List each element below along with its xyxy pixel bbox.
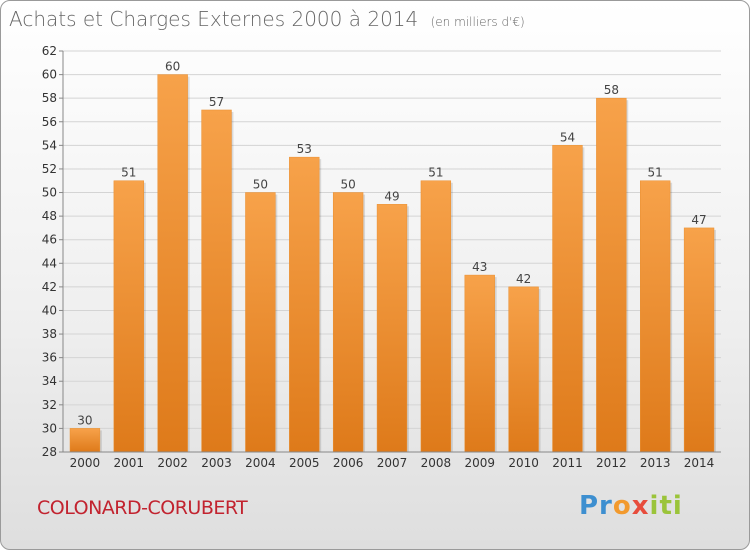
bar-value-label: 57	[209, 95, 224, 109]
y-tick-label: 38	[42, 327, 57, 341]
bar-value-label: 43	[472, 260, 487, 274]
bar-value-label: 47	[691, 213, 706, 227]
x-tick-label: 2001	[114, 456, 145, 470]
y-tick-label: 56	[42, 115, 57, 129]
y-tick-label: 58	[42, 91, 57, 105]
chart-title: Achats et Charges Externes 2000 à 2014	[9, 7, 419, 31]
x-axis: 2000 2001 2002 2003 2004 2005 2006 2007 2008 2009…	[63, 451, 721, 470]
y-tick-label: 28	[42, 445, 57, 459]
x-tick-label: 2012	[596, 456, 627, 470]
y-tick-label: 32	[42, 398, 57, 412]
chart-unit: (en milliers d'€)	[430, 15, 525, 29]
bar	[683, 227, 715, 453]
bar	[420, 180, 452, 453]
bar	[640, 180, 671, 453]
y-tick-label: 48	[42, 209, 57, 223]
bar	[157, 74, 188, 453]
y-tick-label: 44	[42, 256, 57, 270]
bar	[464, 274, 495, 453]
bar-value-label: 58	[604, 83, 619, 97]
x-tick-label: 2006	[333, 456, 364, 470]
y-tick-label: 42	[42, 280, 57, 294]
bar-value-label: 54	[560, 130, 575, 144]
x-tick-label: 2008	[421, 456, 452, 470]
bar-value-label: 50	[253, 178, 268, 192]
bar	[201, 109, 232, 453]
bar	[376, 204, 408, 453]
bar-value-label: 60	[165, 60, 180, 74]
bar	[113, 180, 144, 453]
bar-value-label: 42	[516, 272, 531, 286]
bar	[69, 428, 101, 453]
chart-title-block: Achats et Charges Externes 2000 à 2014 (…	[9, 7, 525, 31]
y-tick-label: 62	[42, 44, 57, 58]
bar-value-label: 50	[340, 178, 355, 192]
x-tick-label: 2010	[508, 456, 539, 470]
x-tick-label: 2007	[377, 456, 408, 470]
y-axis: 28 30 32 34 36 38 40 42 44 46 48 50 52 54 56 58 60 62	[42, 44, 64, 459]
bar-value-label: 49	[384, 189, 399, 203]
proxiti-logo[interactable]: Proxiti	[579, 491, 683, 521]
bar	[332, 192, 364, 453]
bar-value-label: 51	[428, 166, 443, 180]
bar	[552, 145, 583, 453]
bar	[245, 192, 276, 453]
x-tick-label: 2000	[70, 456, 101, 470]
y-tick-label: 30	[42, 421, 57, 435]
y-tick-label: 40	[42, 303, 57, 317]
x-tick-label: 2002	[157, 456, 188, 470]
y-tick-label: 50	[42, 186, 57, 200]
y-tick-label: 34	[42, 374, 57, 388]
y-tick-label: 54	[42, 138, 57, 152]
bar-value-label: 51	[648, 166, 663, 180]
commune-name: COLONARD-CORUBERT	[37, 497, 248, 519]
bar	[289, 156, 320, 453]
bars: 30 51 60 57 50 53 50 49 51 43 42 54 58 51 47	[69, 60, 716, 453]
x-tick-label: 2011	[552, 456, 583, 470]
y-tick-label: 60	[42, 68, 57, 82]
x-tick-label: 2005	[289, 456, 320, 470]
x-tick-label: 2013	[640, 456, 671, 470]
y-tick-label: 52	[42, 162, 57, 176]
x-tick-label: 2009	[464, 456, 495, 470]
bar-value-label: 53	[297, 142, 312, 156]
bar	[508, 286, 539, 453]
bar-value-label: 30	[77, 413, 92, 427]
bar-value-label: 51	[121, 166, 136, 180]
bar	[596, 97, 627, 453]
y-tick-label: 46	[42, 233, 57, 247]
x-tick-label: 2004	[245, 456, 276, 470]
x-tick-label: 2014	[684, 456, 715, 470]
y-tick-label: 36	[42, 351, 57, 365]
x-tick-label: 2003	[201, 456, 232, 470]
